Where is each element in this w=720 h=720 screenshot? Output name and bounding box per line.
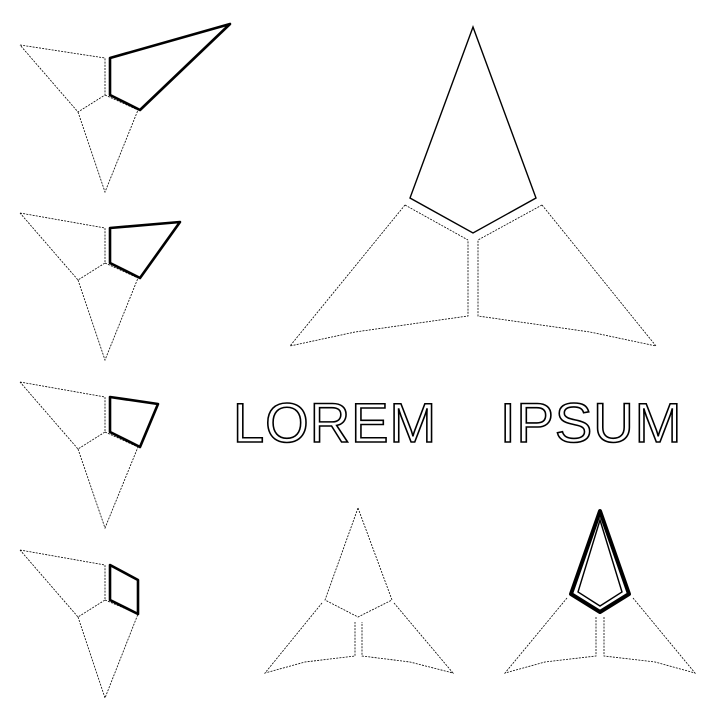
shape-logo-icon-variant-1 (19, 22, 232, 194)
logo-word-lorem: LOREM (233, 391, 437, 454)
shape-logo-icon-small-thin (263, 506, 455, 674)
shape-logo-icon-variant-2 (19, 212, 182, 362)
shape-logo-icon-large (288, 24, 658, 347)
logo-wordmark: LOREM IPSUM (232, 390, 682, 455)
shape-logo-icon-variant-4 (19, 549, 140, 700)
logo-word-ipsum: IPSUM (500, 391, 682, 454)
shape-logo-icon-variant-3 (19, 381, 160, 530)
shape-logo-icon-small-bold (503, 509, 697, 674)
